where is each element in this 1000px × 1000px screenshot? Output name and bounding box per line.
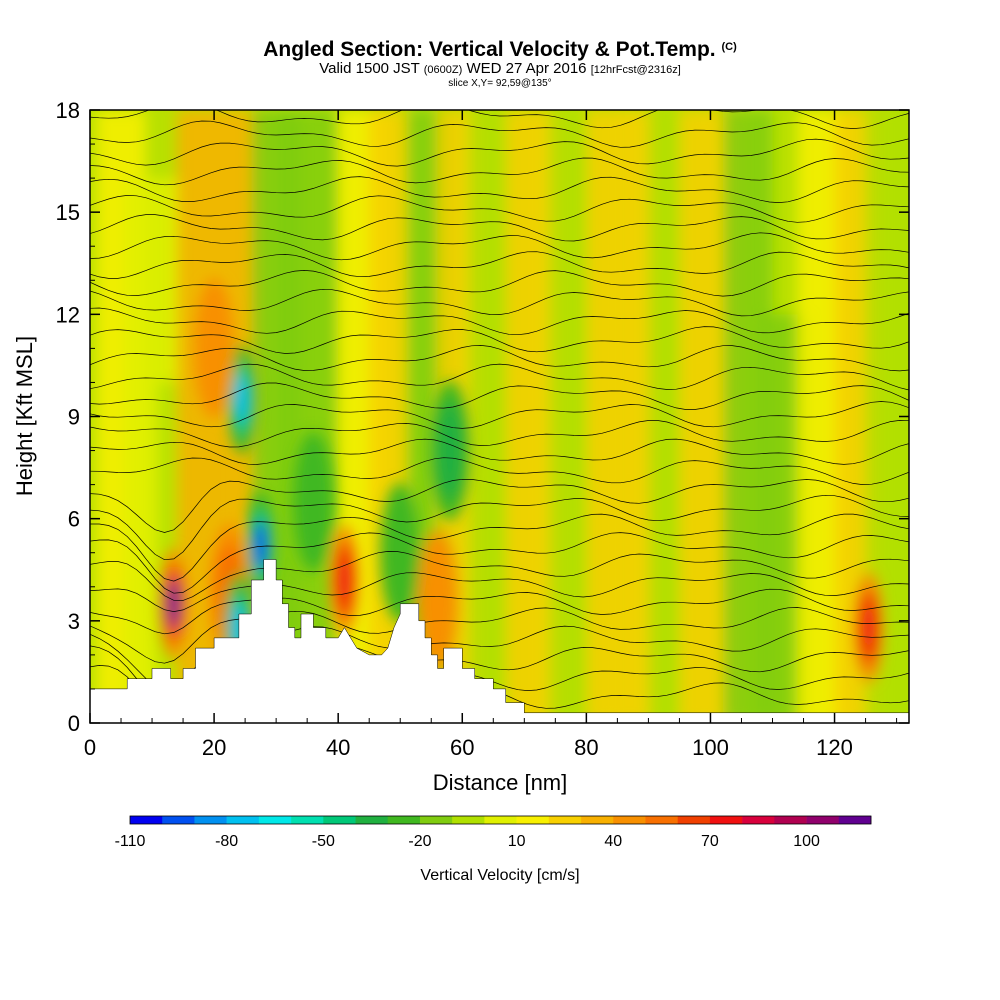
- colorbar-swatch: [130, 816, 163, 824]
- colorbar-swatch: [258, 816, 292, 824]
- plot-area: [90, 110, 909, 723]
- pot-temp-contour: [90, 195, 909, 223]
- pot-temp-contour: [90, 157, 909, 186]
- pot-temp-contour: [90, 457, 909, 485]
- colorbar-swatch: [387, 816, 421, 824]
- velocity-cell: [862, 602, 875, 653]
- colorbar-swatch: [516, 816, 550, 824]
- velocity-streak: [586, 110, 661, 723]
- colorbar-swatch: [355, 816, 389, 824]
- pot-temp-contour: [90, 307, 909, 336]
- colorbar-swatch: [838, 816, 872, 824]
- velocity-cell: [205, 316, 224, 380]
- pot-temp-contour: [90, 270, 909, 297]
- pot-temp-contour: [90, 478, 909, 533]
- velocity-cell: [254, 521, 267, 571]
- colorbar-swatch: [774, 816, 807, 824]
- colorbar-swatch: [742, 816, 775, 824]
- colorbar-title: Vertical Velocity [cm/s]: [420, 867, 579, 884]
- y-tick-label: 6: [68, 507, 80, 532]
- colorbar-swatch: [452, 816, 485, 824]
- velocity-cell: [338, 555, 351, 605]
- colorbar-label: 10: [508, 833, 526, 850]
- colorbar-label: -80: [215, 833, 238, 850]
- pot-temp-contour: [90, 607, 909, 664]
- velocity-cell: [391, 521, 410, 585]
- colorbar-label: 40: [604, 833, 622, 850]
- colorbar-swatch: [162, 816, 195, 824]
- y-axis-title: Height [Kft MSL]: [12, 336, 37, 496]
- chart-subtitle: Valid 1500 JST (0600Z) WED 27 Apr 2016 […: [319, 60, 681, 77]
- y-tick-label: 3: [68, 609, 80, 634]
- colorbar-swatch: [226, 816, 260, 824]
- x-tick-label: 0: [84, 735, 96, 760]
- pot-temp-contour: [90, 401, 909, 429]
- pot-temp-contour: [90, 345, 909, 372]
- x-tick-label: 80: [574, 735, 598, 760]
- pot-temp-contour: [90, 494, 909, 561]
- colorbar-swatch: [548, 816, 582, 824]
- colorbar-label: -20: [408, 833, 431, 850]
- x-tick-label: 40: [326, 735, 350, 760]
- y-tick-label: 15: [56, 200, 80, 225]
- x-tick-label: 120: [816, 735, 853, 760]
- x-tick-label: 100: [692, 735, 729, 760]
- slice-label: slice X,Y= 92,59@135°: [448, 78, 552, 89]
- pot-temp-contour: [90, 288, 909, 317]
- pot-temp-contour: [90, 138, 909, 167]
- colorbar-frame: [129, 815, 872, 825]
- colorbar-swatch: [194, 816, 227, 824]
- pot-temp-contour: [90, 363, 909, 391]
- colorbar-label: 70: [701, 833, 719, 850]
- colorbar: -110 -80 -50 -20 10 40 70 100: [115, 815, 872, 850]
- velocity-cell: [167, 579, 181, 629]
- pot-temp-contour: [90, 572, 909, 612]
- y-tick-label: 9: [68, 405, 80, 430]
- pot-temp-contour: [90, 438, 909, 465]
- colorbar-swatch: [484, 816, 517, 824]
- colorbar-label: 100: [793, 833, 820, 850]
- colorbar-swatch: [323, 816, 356, 824]
- velocity-cell: [428, 568, 447, 632]
- pot-temp-contour: [90, 588, 909, 635]
- colorbar-swatch: [613, 816, 646, 824]
- colorbar-swatch: [677, 816, 711, 824]
- velocity-cell: [235, 374, 249, 425]
- y-axis: 0 3 6 9 12 15 18: [56, 98, 909, 736]
- pot-temp-contour: [90, 382, 909, 410]
- colorbar-swatch: [419, 816, 453, 824]
- pot-temp-contour: [90, 214, 909, 242]
- pot-temp-contour: [90, 120, 909, 148]
- chart-title: Angled Section: Vertical Velocity & Pot.…: [263, 38, 737, 61]
- velocity-cell: [304, 470, 323, 534]
- pot-temp-contour: [90, 176, 909, 203]
- colorbar-label: -50: [312, 833, 335, 850]
- velocity-cell: [440, 419, 459, 483]
- colorbar-swatch: [645, 816, 678, 824]
- pot-temp-contour: [90, 251, 909, 279]
- pot-temp-contour: [90, 326, 909, 354]
- terrain: [90, 559, 909, 723]
- colorbar-swatch: [581, 816, 614, 824]
- pot-temp-contour: [90, 232, 909, 261]
- y-tick-label: 0: [68, 711, 80, 736]
- title-block: Angled Section: Vertical Velocity & Pot.…: [0, 36, 1000, 90]
- pot-temp-contour: [90, 110, 909, 129]
- y-tick-label: 18: [56, 98, 80, 123]
- colorbar-swatch: [806, 816, 840, 824]
- pot-temp-contour: [90, 551, 909, 601]
- x-axis: 0 20 40 60 80 100 120: [84, 110, 898, 760]
- pot-temp-contour: [90, 513, 909, 582]
- x-axis-title: Distance [nm]: [433, 770, 568, 795]
- y-tick-label: 12: [56, 302, 80, 327]
- pot-temp-contour: [90, 532, 909, 594]
- colorbar-swatch: [709, 816, 743, 824]
- x-tick-label: 60: [450, 735, 474, 760]
- x-tick-label: 20: [202, 735, 226, 760]
- pot-temp-contour: [90, 420, 909, 448]
- colorbar-label: -110: [115, 833, 146, 850]
- colorbar-swatch: [291, 816, 324, 824]
